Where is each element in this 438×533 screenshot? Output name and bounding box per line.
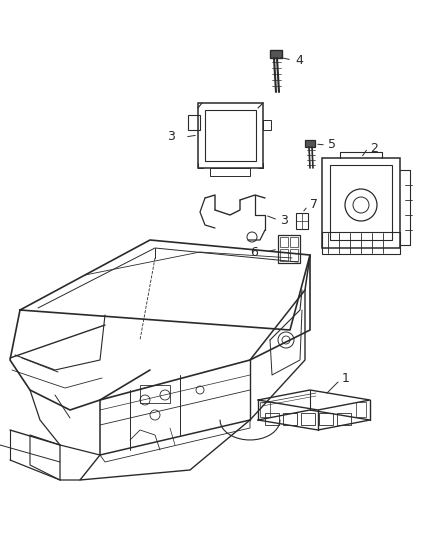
Text: 2: 2 [370,141,378,155]
Bar [260,402,270,417]
Bar [270,50,282,58]
Bar [263,120,271,130]
Text: 3: 3 [280,214,288,227]
Bar [319,413,333,425]
Bar [280,249,288,261]
Bar [265,413,279,425]
Bar [322,158,400,248]
Text: 5: 5 [328,139,336,151]
Bar [296,213,308,229]
Bar [322,232,400,254]
Text: 3: 3 [167,131,175,143]
Bar [188,115,200,130]
Bar [330,165,392,240]
Text: 6: 6 [250,246,258,259]
Bar [356,402,366,417]
Bar [280,237,288,247]
Bar [301,413,315,425]
Bar [205,110,256,161]
Bar [278,235,300,263]
Bar [198,103,263,168]
Text: 1: 1 [342,372,350,384]
Bar [290,237,298,247]
Bar [337,413,351,425]
Bar [140,385,170,403]
Bar [290,249,298,261]
Text: 7: 7 [310,198,318,212]
Bar [210,168,250,176]
Bar [305,140,315,147]
Text: 4: 4 [295,53,303,67]
Bar [283,413,297,425]
